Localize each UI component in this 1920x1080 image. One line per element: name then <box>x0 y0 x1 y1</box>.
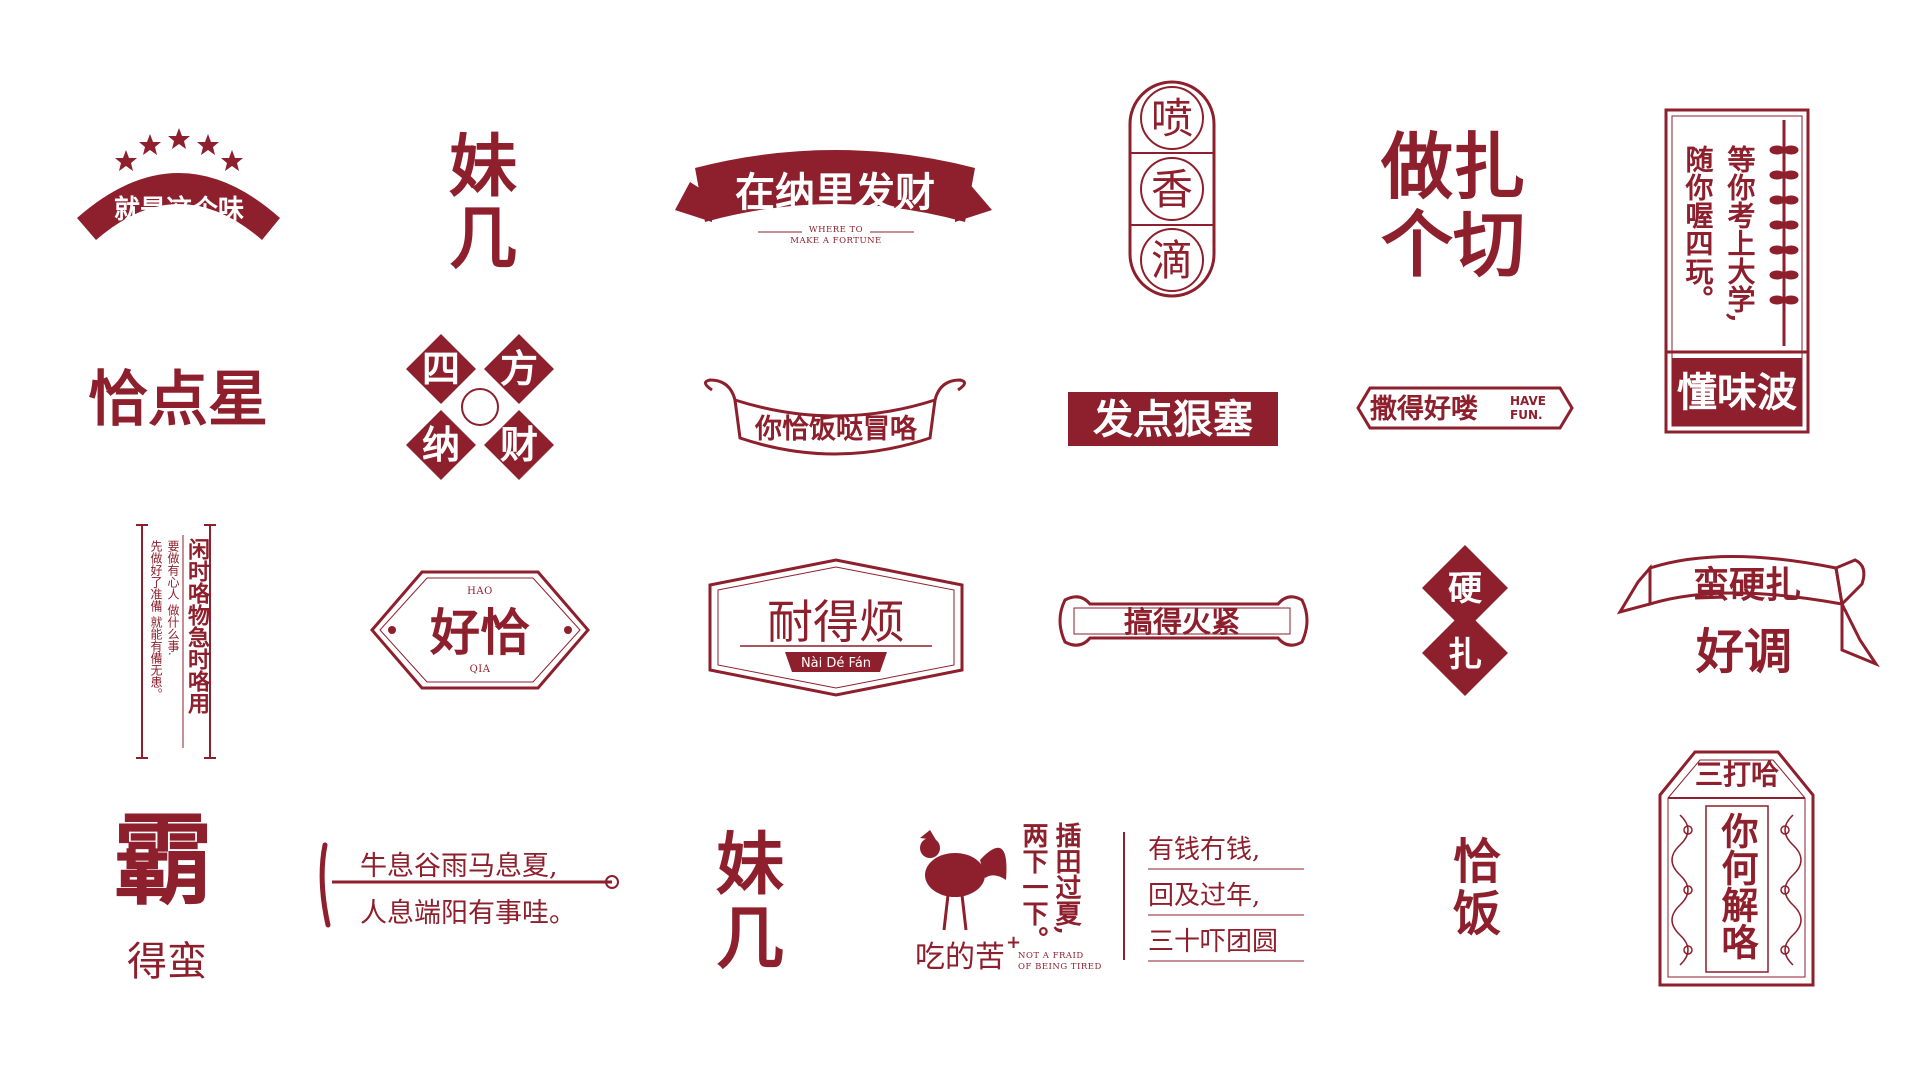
logo-gaode: 搞得火紧 <box>1058 595 1309 647</box>
logo-chadi: 插田过夏, 两下一下。 吃的苦 + NOT A FRAID OF BEING T… <box>915 822 1102 975</box>
logo-sifang-c4: 财 <box>500 422 538 467</box>
logo-sanda-col: 你何解咯 <box>1715 812 1760 960</box>
logo-zainali-text: 在纳里发财 <box>735 169 935 216</box>
logo-chadi-en1: NOT A FRAID <box>1018 951 1084 961</box>
logo-manying: 蛮硬扎 好调 <box>1616 555 1880 680</box>
logo-haoqia-text: 好恰 <box>429 603 530 662</box>
logo-xianshi-col1: 闲时咯物急时咯用 <box>184 538 210 715</box>
logo-sanda: 三打哈 你何解咯 <box>1658 750 1815 987</box>
logo-chadi-bottom: 吃的苦 <box>915 940 1005 975</box>
logo-qiafan-line1: 恰 <box>1453 834 1501 890</box>
logo-ba: 霸 得蛮 <box>113 802 213 985</box>
floral-ornament-right <box>1780 814 1802 966</box>
logo-chadi-en2: OF BEING TIRED <box>1018 962 1102 972</box>
logo-chadi-c2: 两下一下。 <box>1018 822 1048 952</box>
logo-naide: 耐得烦 Nài Dé Fán <box>708 558 964 697</box>
logo-yingzha-c2: 扎 <box>1448 635 1482 675</box>
logo-zainali: 在纳里发财 WHERE TO MAKE A FORTUNE <box>675 150 992 246</box>
star-icon <box>115 128 243 171</box>
logo-zuozha-line2: 个切 <box>1381 202 1525 287</box>
logo-qiadian: 恰点星 <box>88 365 268 435</box>
logo-meier-a-line2: 几 <box>449 200 517 279</box>
logo-meier-a: 妹 几 <box>449 128 517 279</box>
logo-haoqia-en-bottom: QIA <box>470 664 491 675</box>
logo-sifang-c3: 纳 <box>422 422 460 467</box>
logo-niuxi-line2: 人息端阳有事哇。 <box>360 898 576 929</box>
logo-sade-en1: HAVE <box>1510 394 1546 408</box>
logo-penxiang-c3: 滴 <box>1151 236 1193 285</box>
logo-sifang-c1: 四 <box>422 346 460 391</box>
logo-fadian: 发点狠塞 <box>1068 392 1278 446</box>
logo-ba-big: 霸 <box>113 802 213 919</box>
logo-dengni-col2: 随你喔四玩。 <box>1682 145 1715 313</box>
logo-xianshi: 闲时咯物急时咯用 要做有心人 做什么事. 先做好了准備 就能有備无患。 <box>136 524 216 759</box>
logo-dengni: 等你考上大学, 随你喔四玩。 懂味波 <box>1664 108 1810 434</box>
logo-chadi-c1: 插田过夏, <box>1051 822 1081 935</box>
logo-youqian: 有钱冇钱, 回及过年, 三十吓团圆 <box>1123 832 1304 962</box>
logo-chadi-plus: + <box>1006 932 1021 953</box>
logo-ba-small: 得蛮 <box>127 939 207 985</box>
logo-qiafan-line2: 饭 <box>1453 886 1501 942</box>
logo-zuozha: 做扎 个切 <box>1380 124 1525 287</box>
logo-niuxi-line1: 牛息谷雨马息夏, <box>360 851 558 882</box>
logo-niuxi: 牛息谷雨马息夏, 人息端阳有事哇。 <box>319 842 619 929</box>
logo-yingzha-c1: 硬 <box>1448 569 1482 609</box>
logo-meier-b-line1: 妹 <box>716 826 784 905</box>
logo-sifang-c2: 方 <box>500 346 538 391</box>
logo-meier-b: 妹 几 <box>716 826 784 979</box>
logo-meier-a-line1: 妹 <box>449 128 517 207</box>
scroll-right-curl <box>928 378 966 433</box>
logo-sade-en2: FUN. <box>1510 408 1543 422</box>
arch-band <box>77 173 280 240</box>
logo-naide-text: 耐得烦 <box>767 595 905 649</box>
logo-haoqia-en-top: HAO <box>467 586 493 597</box>
logo-youqian-line3: 三十吓团圆 <box>1148 927 1278 957</box>
logo-jiushi: 就是这个味 <box>77 128 280 240</box>
logo-niqia-text: 你恰饭哒冒咯 <box>754 414 918 445</box>
logo-zainali-en1: WHERE TO <box>809 225 863 235</box>
logo-zainali-en2: MAKE A FORTUNE <box>790 236 882 246</box>
logo-fadian-text: 发点狠塞 <box>1093 397 1253 443</box>
logo-penxiang-c2: 香 <box>1151 165 1193 214</box>
logo-sade: 撒得好喽 HAVE FUN. <box>1356 386 1574 430</box>
logo-gaode-text: 搞得火紧 <box>1124 605 1240 639</box>
logo-qiadian-text: 恰点星 <box>88 365 268 435</box>
logo-meier-b-line2: 几 <box>716 900 784 979</box>
logo-manying-line1: 蛮硬扎 <box>1693 564 1801 606</box>
logo-youqian-line2: 回及过年, <box>1148 881 1260 911</box>
logo-dengni-col1: 等你考上大学, <box>1724 144 1757 323</box>
logo-penxiang-c1: 喷 <box>1151 94 1193 143</box>
logo-sade-text: 撒得好喽 <box>1370 394 1478 425</box>
logo-sanda-top: 三打哈 <box>1695 758 1779 791</box>
logo-niqia: 你恰饭哒冒咯 <box>704 378 966 456</box>
pickaxe-icon <box>319 842 619 928</box>
scroll-band <box>733 397 937 456</box>
logo-youqian-line1: 有钱冇钱, <box>1148 835 1260 865</box>
ribbon-band <box>695 150 975 222</box>
rooster-icon <box>920 830 1007 931</box>
scroll-left-curl <box>704 378 742 433</box>
logo-naide-en: Nài Dé Fán <box>801 656 871 671</box>
logo-yingzha: 硬 扎 <box>1422 545 1508 696</box>
logo-qiafan: 恰 饭 <box>1453 834 1501 942</box>
logo-zuozha-line1: 做扎 <box>1380 124 1525 209</box>
logo-haoqia: HAO 好恰 QIA <box>370 570 590 690</box>
wheat-icon <box>1769 120 1799 346</box>
logo-manying-line2: 好调 <box>1695 624 1792 680</box>
logo-sifang: 四 方 纳 财 <box>406 334 554 480</box>
logo-dengni-bottom: 懂味波 <box>1677 370 1797 416</box>
floral-ornament-left <box>1671 814 1693 966</box>
logo-penxiang: 喷 香 滴 <box>1128 80 1216 298</box>
logo-xianshi-col3: 先做好了准備 就能有備无患。 <box>149 540 163 700</box>
logo-xianshi-col2: 要做有心人 做什么事. <box>166 540 180 656</box>
logo-jiushi-text: 就是这个味 <box>114 194 244 225</box>
